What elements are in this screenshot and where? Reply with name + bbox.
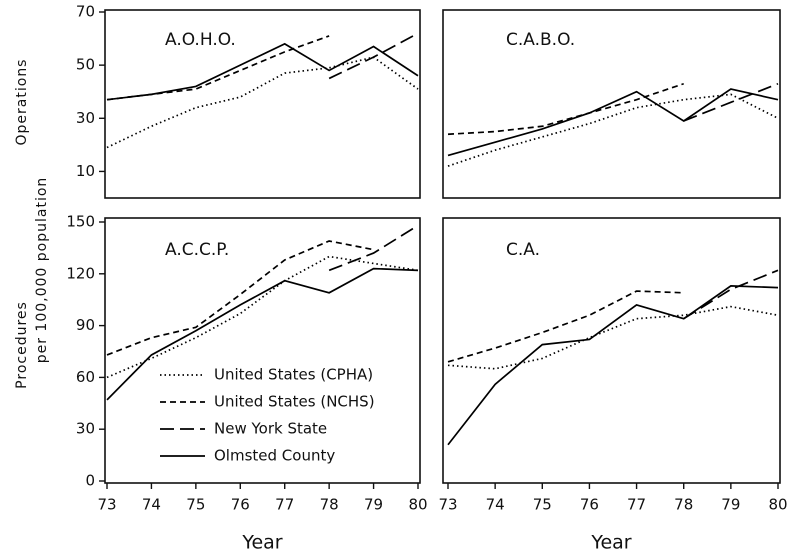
series-line xyxy=(447,305,779,370)
series-line xyxy=(447,285,779,446)
series-line xyxy=(447,82,684,136)
x-axis-label: Year xyxy=(590,532,631,554)
series-line xyxy=(683,269,779,320)
series-line xyxy=(447,93,779,167)
x-tick-label: 75 xyxy=(186,496,205,514)
y-tick-label: 70 xyxy=(76,3,95,21)
series-line xyxy=(447,290,684,363)
panel-frame xyxy=(104,9,421,199)
x-tick-label: 80 xyxy=(408,496,427,514)
panel-frame xyxy=(442,217,781,484)
x-tick-label: 78 xyxy=(674,496,693,514)
y-tick-label: 50 xyxy=(76,56,95,74)
x-tick-label: 80 xyxy=(768,496,787,514)
x-tick-label: 74 xyxy=(486,496,505,514)
y-tick-label: 0 xyxy=(85,472,95,490)
y-axis-label: Procedures xyxy=(14,301,30,389)
legend-label: Olmsted County xyxy=(214,447,335,465)
series-line xyxy=(106,42,419,101)
series-line xyxy=(328,224,419,272)
panel-title: A.C.C.P. xyxy=(165,240,229,260)
series-line xyxy=(683,82,779,122)
x-tick-label: 79 xyxy=(721,496,740,514)
y-tick-label: 30 xyxy=(76,420,95,438)
x-tick-label: 78 xyxy=(320,496,339,514)
series-line xyxy=(106,56,419,149)
x-tick-label: 73 xyxy=(438,496,457,514)
legend-label: United States (CPHA) xyxy=(214,366,373,384)
panel-title: C.A.B.O. xyxy=(506,30,575,50)
x-tick-label: 74 xyxy=(142,496,161,514)
panel-frame xyxy=(104,217,421,484)
y-tick-label: 30 xyxy=(76,109,95,127)
y-tick-label: 90 xyxy=(76,316,95,334)
series-line xyxy=(106,240,374,356)
series-line xyxy=(328,32,419,80)
series-line xyxy=(106,255,419,379)
series-line xyxy=(447,88,779,157)
y-tick-label: 60 xyxy=(76,368,95,386)
x-tick-label: 76 xyxy=(231,496,250,514)
y-tick-label: 150 xyxy=(66,213,95,231)
x-tick-label: 79 xyxy=(364,496,383,514)
x-tick-label: 77 xyxy=(627,496,646,514)
y-axis-label: Operations xyxy=(14,59,30,146)
x-tick-label: 77 xyxy=(275,496,294,514)
y-tick-label: 10 xyxy=(76,162,95,180)
series-line xyxy=(106,267,419,401)
x-axis-label: Year xyxy=(241,532,282,554)
x-tick-label: 76 xyxy=(580,496,599,514)
y-axis-label: per 100,000 population xyxy=(34,177,50,364)
x-tick-label: 75 xyxy=(533,496,552,514)
x-tick-label: 73 xyxy=(97,496,116,514)
panel-frame xyxy=(442,9,781,199)
legend-label: New York State xyxy=(214,420,327,438)
legend-label: United States (NCHS) xyxy=(214,393,375,411)
panel-title: A.O.H.O. xyxy=(165,30,236,50)
panel-title: C.A. xyxy=(506,240,540,260)
y-tick-label: 120 xyxy=(66,264,95,282)
